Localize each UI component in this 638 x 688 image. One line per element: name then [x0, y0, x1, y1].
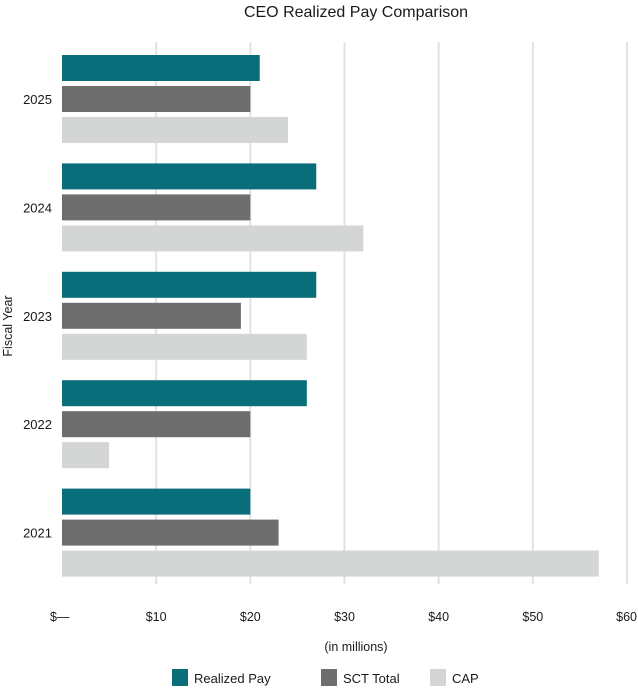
bar [62, 550, 599, 577]
bar [62, 117, 288, 143]
category-label: 2025 [23, 92, 52, 107]
x-tick-labels: $— $10 $20 $30 $40 $50 $60 [50, 610, 637, 624]
bar [62, 488, 251, 515]
legend-label: CAP [452, 671, 479, 686]
bar [62, 411, 251, 438]
category-label: 2022 [23, 417, 52, 432]
category-label: 2023 [23, 309, 52, 324]
x-tick-label: $20 [240, 610, 261, 624]
category-labels: 2025 2024 2023 2022 2021 [23, 92, 52, 541]
legend: Realized Pay SCT Total CAP [172, 669, 479, 686]
chart-title: CEO Realized Pay Comparison [244, 4, 468, 21]
bar [62, 86, 251, 112]
x-tick-label: $60 [616, 610, 637, 624]
bar [62, 55, 260, 81]
legend-swatch [172, 669, 188, 686]
bars [62, 55, 599, 577]
category-label: 2024 [23, 200, 52, 215]
legend-swatch [321, 669, 337, 686]
bar [62, 519, 279, 546]
bar [62, 333, 307, 360]
x-tick-label: $— [50, 610, 70, 624]
bar [62, 302, 241, 329]
bar [62, 442, 110, 469]
bar [62, 163, 317, 190]
bar [62, 271, 317, 298]
x-tick-label: $10 [146, 610, 167, 624]
legend-label: Realized Pay [194, 671, 271, 686]
y-axis-label: Fiscal Year [1, 295, 15, 356]
legend-label: SCT Total [343, 671, 400, 686]
x-axis-label: (in millions) [324, 640, 387, 654]
bar [62, 380, 307, 407]
bar [62, 225, 364, 252]
legend-swatch [430, 669, 446, 686]
x-tick-label: $50 [522, 610, 543, 624]
bar [62, 194, 251, 221]
x-tick-label: $40 [428, 610, 449, 624]
category-label: 2021 [23, 526, 52, 541]
x-tick-label: $30 [334, 610, 355, 624]
